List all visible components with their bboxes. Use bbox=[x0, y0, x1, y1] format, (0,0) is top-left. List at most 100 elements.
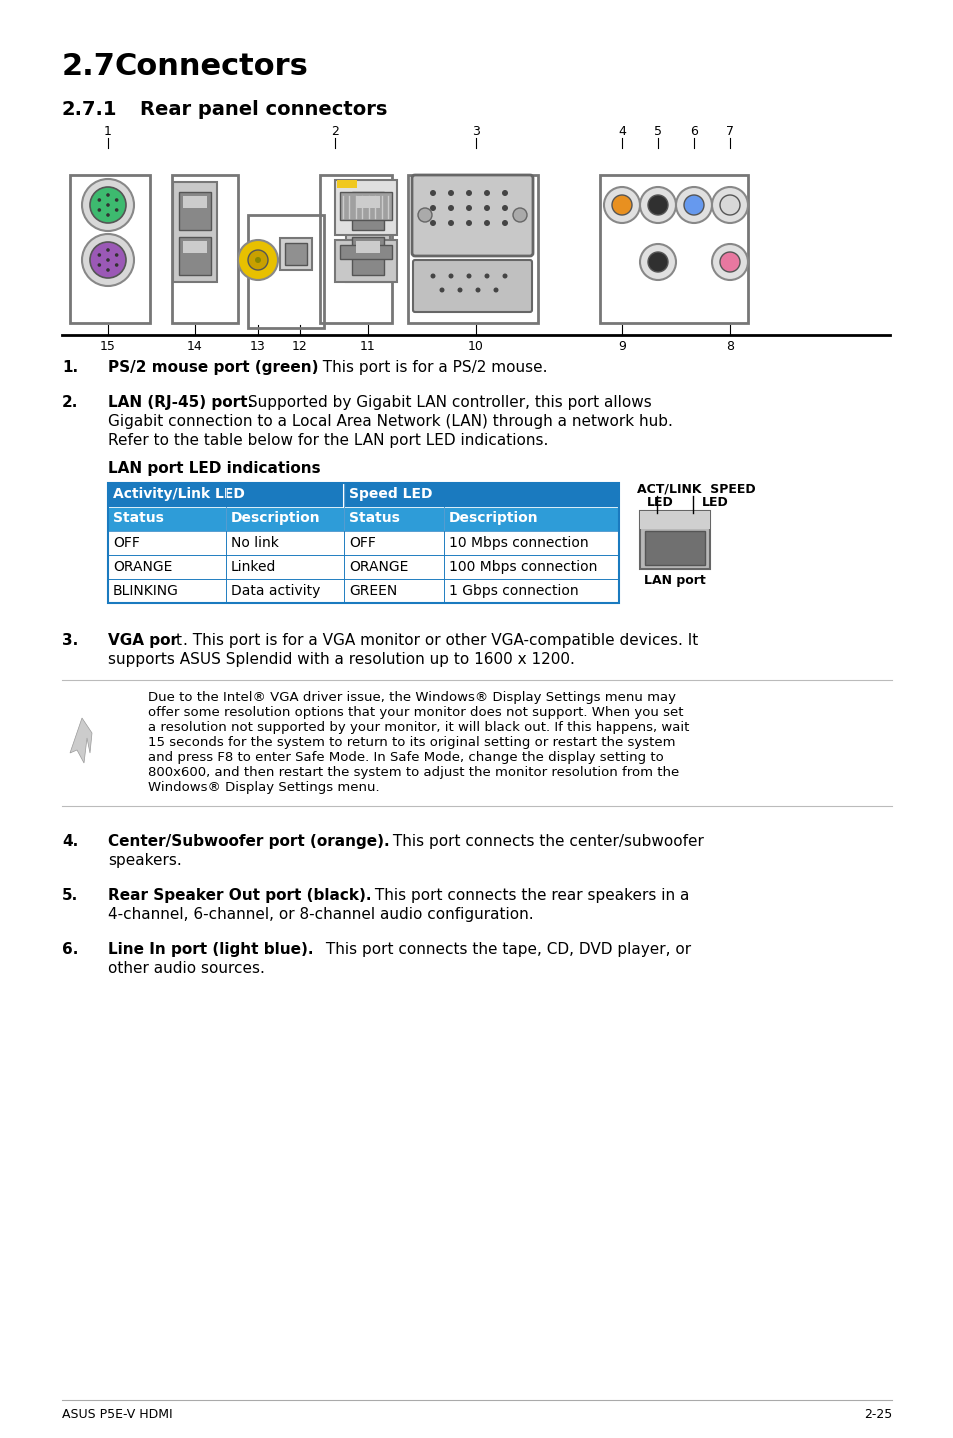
Text: 2-25: 2-25 bbox=[862, 1408, 891, 1421]
FancyBboxPatch shape bbox=[226, 580, 344, 603]
Text: Gigabit connection to a Local Area Network (LAN) through a network hub.: Gigabit connection to a Local Area Netwo… bbox=[108, 414, 672, 429]
Text: ORANGE: ORANGE bbox=[349, 559, 408, 574]
Circle shape bbox=[603, 187, 639, 223]
Text: 2.: 2. bbox=[62, 395, 78, 410]
Circle shape bbox=[248, 250, 268, 270]
Text: 3: 3 bbox=[472, 125, 479, 138]
Circle shape bbox=[466, 273, 471, 279]
Text: Data activity: Data activity bbox=[231, 584, 320, 598]
Circle shape bbox=[90, 187, 126, 223]
Circle shape bbox=[493, 288, 498, 292]
Text: 2.7.1: 2.7.1 bbox=[62, 101, 117, 119]
Text: 7: 7 bbox=[725, 125, 733, 138]
Text: Description: Description bbox=[231, 510, 320, 525]
Circle shape bbox=[676, 187, 711, 223]
Text: 11: 11 bbox=[359, 339, 375, 352]
Text: 1.: 1. bbox=[62, 360, 78, 375]
Circle shape bbox=[97, 253, 101, 257]
Text: 12: 12 bbox=[292, 339, 308, 352]
Circle shape bbox=[106, 213, 110, 217]
FancyBboxPatch shape bbox=[183, 242, 207, 253]
Text: 6: 6 bbox=[689, 125, 698, 138]
Circle shape bbox=[720, 252, 740, 272]
FancyBboxPatch shape bbox=[443, 555, 618, 580]
FancyBboxPatch shape bbox=[443, 580, 618, 603]
Circle shape bbox=[82, 234, 133, 286]
FancyBboxPatch shape bbox=[172, 183, 216, 282]
Circle shape bbox=[448, 220, 454, 226]
Text: 15: 15 bbox=[100, 339, 116, 352]
Text: Due to the Intel® VGA driver issue, the Windows® Display Settings menu may
offer: Due to the Intel® VGA driver issue, the … bbox=[148, 692, 689, 794]
Circle shape bbox=[484, 273, 489, 279]
Text: 14: 14 bbox=[187, 339, 203, 352]
Circle shape bbox=[501, 220, 507, 226]
Circle shape bbox=[106, 259, 110, 262]
Circle shape bbox=[711, 187, 747, 223]
Text: LAN port LED indications: LAN port LED indications bbox=[108, 462, 320, 476]
Text: 8: 8 bbox=[725, 339, 733, 352]
FancyBboxPatch shape bbox=[108, 531, 226, 555]
Circle shape bbox=[639, 187, 676, 223]
Circle shape bbox=[483, 206, 490, 211]
Text: PS/2 mouse port (green): PS/2 mouse port (green) bbox=[108, 360, 318, 375]
Text: 13: 13 bbox=[250, 339, 266, 352]
Text: 5: 5 bbox=[654, 125, 661, 138]
Text: 10 Mbps connection: 10 Mbps connection bbox=[449, 536, 588, 549]
FancyBboxPatch shape bbox=[352, 193, 384, 230]
Circle shape bbox=[647, 196, 667, 216]
Text: LED: LED bbox=[701, 496, 728, 509]
FancyBboxPatch shape bbox=[335, 180, 396, 234]
FancyBboxPatch shape bbox=[285, 243, 307, 265]
Text: Activity/Link LED: Activity/Link LED bbox=[112, 487, 245, 500]
Circle shape bbox=[483, 190, 490, 196]
FancyBboxPatch shape bbox=[339, 244, 392, 259]
Text: Center/Subwoofer port (orange).: Center/Subwoofer port (orange). bbox=[108, 834, 389, 848]
Circle shape bbox=[475, 288, 480, 292]
Text: This port connects the rear speakers in a: This port connects the rear speakers in … bbox=[370, 889, 689, 903]
Text: No link: No link bbox=[231, 536, 278, 549]
Text: OFF: OFF bbox=[349, 536, 375, 549]
Text: Rear Speaker Out port (black).: Rear Speaker Out port (black). bbox=[108, 889, 371, 903]
Circle shape bbox=[448, 190, 454, 196]
Text: GREEN: GREEN bbox=[349, 584, 396, 598]
Circle shape bbox=[114, 209, 118, 211]
Circle shape bbox=[97, 209, 101, 211]
Text: 3.: 3. bbox=[62, 633, 78, 649]
Text: OFF: OFF bbox=[112, 536, 140, 549]
Text: 5.: 5. bbox=[62, 889, 78, 903]
FancyBboxPatch shape bbox=[183, 196, 207, 209]
Text: Refer to the table below for the LAN port LED indications.: Refer to the table below for the LAN por… bbox=[108, 433, 548, 449]
Circle shape bbox=[612, 196, 631, 216]
FancyBboxPatch shape bbox=[280, 239, 312, 270]
Circle shape bbox=[465, 206, 472, 211]
Text: . This port is for a PS/2 mouse.: . This port is for a PS/2 mouse. bbox=[313, 360, 547, 375]
Circle shape bbox=[90, 242, 126, 278]
Text: supports ASUS Splendid with a resolution up to 1600 x 1200.: supports ASUS Splendid with a resolution… bbox=[108, 651, 575, 667]
Text: 4.: 4. bbox=[62, 834, 78, 848]
FancyBboxPatch shape bbox=[344, 531, 443, 555]
Circle shape bbox=[465, 190, 472, 196]
FancyBboxPatch shape bbox=[355, 242, 379, 253]
Text: VGA por: VGA por bbox=[108, 633, 178, 649]
Circle shape bbox=[683, 196, 703, 216]
Text: 4-channel, 6-channel, or 8-channel audio configuration.: 4-channel, 6-channel, or 8-channel audio… bbox=[108, 907, 533, 922]
FancyBboxPatch shape bbox=[339, 193, 392, 220]
FancyBboxPatch shape bbox=[335, 240, 396, 282]
FancyBboxPatch shape bbox=[346, 183, 390, 282]
Circle shape bbox=[711, 244, 747, 280]
Text: Linked: Linked bbox=[231, 559, 276, 574]
FancyBboxPatch shape bbox=[344, 580, 443, 603]
Text: 9: 9 bbox=[618, 339, 625, 352]
Text: ASUS P5E-V HDMI: ASUS P5E-V HDMI bbox=[62, 1408, 172, 1421]
Text: LAN (RJ-45) port.: LAN (RJ-45) port. bbox=[108, 395, 253, 410]
Text: 4: 4 bbox=[618, 125, 625, 138]
FancyBboxPatch shape bbox=[355, 196, 379, 209]
Circle shape bbox=[465, 220, 472, 226]
FancyBboxPatch shape bbox=[639, 510, 709, 529]
Circle shape bbox=[448, 273, 453, 279]
Circle shape bbox=[417, 209, 432, 221]
FancyBboxPatch shape bbox=[344, 555, 443, 580]
Text: speakers.: speakers. bbox=[108, 853, 182, 869]
Text: 6.: 6. bbox=[62, 942, 78, 958]
Text: 100 Mbps connection: 100 Mbps connection bbox=[449, 559, 597, 574]
